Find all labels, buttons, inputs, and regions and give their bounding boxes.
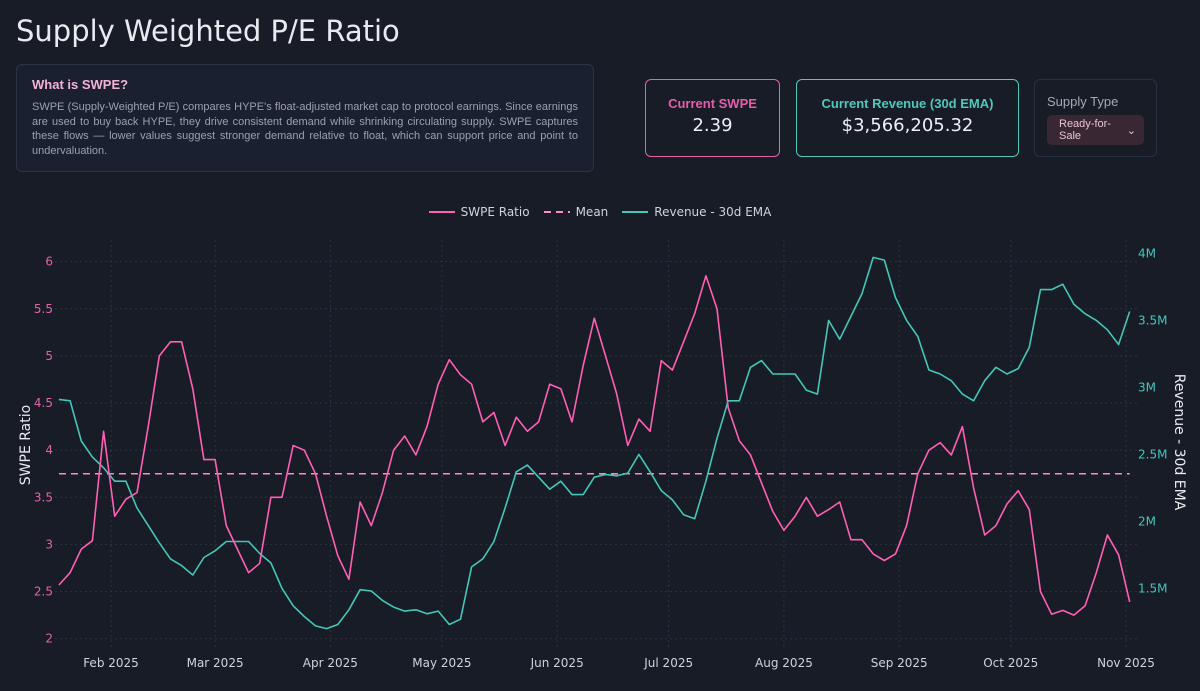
y-tick-label: 2 [45, 632, 53, 646]
revenue-line [58, 256, 1131, 630]
x-tick-label: May 2025 [412, 656, 471, 670]
info-body: SWPE (Supply-Weighted P/E) compares HYPE… [32, 101, 578, 157]
legend-item-mean[interactable]: Mean [543, 205, 609, 219]
y2-tick-label: 3.5M [1138, 313, 1167, 327]
y-axis-title: SWPE Ratio [18, 405, 34, 485]
y-tick-label: 3.5 [34, 490, 53, 504]
current-revenue-label: Current Revenue (30d EMA) [821, 96, 994, 111]
x-tick-label: Oct 2025 [983, 656, 1038, 670]
x-tick-label: Aug 2025 [755, 656, 813, 670]
y-tick-label: 5.5 [34, 302, 53, 316]
current-revenue-value: $3,566,205.32 [841, 115, 974, 136]
current-swpe-value: 2.39 [692, 115, 733, 136]
y-tick-label: 4 [45, 443, 53, 457]
swpe-line [58, 274, 1131, 616]
x-tick-label: Jul 2025 [643, 656, 693, 670]
supply-type-label: Supply Type [1047, 94, 1119, 109]
chevron-down-icon: ⌄ [1126, 124, 1136, 137]
current-revenue-card: Current Revenue (30d EMA) $3,566,205.32 [796, 79, 1019, 157]
current-swpe-card: Current SWPE 2.39 [645, 79, 780, 157]
supply-type-panel: Supply Type Ready-for-Sale ⌄ [1034, 79, 1157, 157]
current-swpe-label: Current SWPE [668, 96, 757, 111]
chart-legend: SWPE Ratio Mean Revenue - 30d EMA [0, 205, 1200, 219]
supply-type-selected: Ready-for-Sale [1059, 118, 1111, 142]
y2-tick-label: 4M [1138, 246, 1156, 260]
x-tick-label: Sep 2025 [871, 656, 928, 670]
page-title: Supply Weighted P/E Ratio [16, 14, 400, 48]
x-tick-label: Apr 2025 [303, 656, 358, 670]
legend-item-revenue[interactable]: Revenue - 30d EMA [622, 205, 772, 219]
y2-axis-title: Revenue - 30d EMA [1171, 374, 1187, 511]
y2-tick-label: 1.5M [1138, 581, 1167, 595]
y-tick-label: 5 [45, 349, 53, 363]
x-tick-label: Nov 2025 [1097, 656, 1155, 670]
supply-type-select[interactable]: Ready-for-Sale ⌄ [1047, 115, 1144, 145]
legend-item-swpe[interactable]: SWPE Ratio [428, 205, 530, 219]
y-tick-label: 2.5 [34, 585, 53, 599]
y2-tick-label: 3M [1138, 380, 1156, 394]
info-panel: What is SWPE? SWPE (Supply-Weighted P/E)… [16, 64, 594, 172]
x-tick-label: Jun 2025 [530, 656, 584, 670]
y2-tick-label: 2.5M [1138, 447, 1167, 461]
y-tick-label: 6 [45, 255, 53, 269]
x-tick-label: Feb 2025 [83, 656, 139, 670]
y2-tick-label: 2M [1138, 514, 1156, 528]
y-tick-label: 3 [45, 537, 53, 551]
y-tick-label: 4.5 [34, 396, 53, 410]
x-tick-label: Mar 2025 [187, 656, 244, 670]
info-heading: What is SWPE? [32, 77, 129, 92]
